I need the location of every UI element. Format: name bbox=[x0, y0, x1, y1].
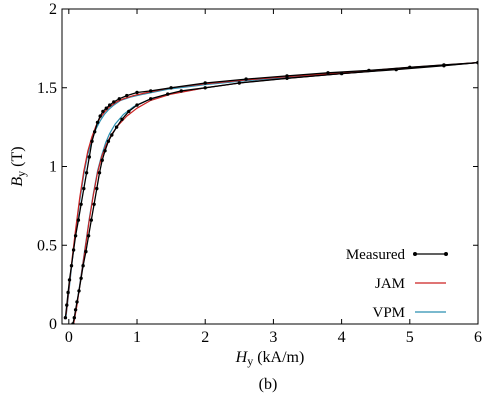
data-point-measured bbox=[285, 76, 289, 81]
legend-label-measured: Measured bbox=[346, 247, 406, 263]
data-point-measured bbox=[100, 158, 104, 162]
data-point-measured bbox=[66, 290, 70, 295]
data-point-measured bbox=[237, 81, 241, 85]
data-point-measured bbox=[120, 117, 124, 122]
y-tick-label: 0.5 bbox=[37, 237, 57, 254]
x-tick-label: 4 bbox=[338, 329, 346, 346]
x-axis-symbol: H bbox=[235, 349, 249, 366]
data-point-measured bbox=[77, 289, 81, 293]
y-axis-subscript: y bbox=[14, 171, 28, 177]
data-point-measured bbox=[95, 120, 100, 125]
series-layer bbox=[63, 60, 478, 324]
legend-marker-measured bbox=[444, 252, 448, 256]
data-point-measured bbox=[110, 133, 114, 137]
x-tick-label: 5 bbox=[406, 329, 414, 346]
data-point-measured bbox=[169, 86, 173, 90]
legend: Measured JAM VPM bbox=[346, 247, 448, 321]
x-axis-label: Hy (kA/m) bbox=[235, 349, 305, 368]
data-point-measured bbox=[394, 67, 398, 72]
data-point-measured bbox=[98, 114, 102, 118]
data-point-measured bbox=[82, 186, 86, 191]
data-point-measured bbox=[63, 316, 68, 320]
data-point-measured bbox=[84, 249, 88, 254]
data-point-measured bbox=[89, 218, 94, 222]
y-tick-label: 1 bbox=[49, 159, 57, 176]
legend-label-jam: JAM bbox=[375, 276, 405, 292]
data-point-measured bbox=[149, 97, 153, 101]
data-point-measured bbox=[90, 139, 94, 143]
figure-caption: (b) bbox=[259, 376, 278, 393]
data-point-measured bbox=[79, 202, 83, 206]
y-tick-label: 2 bbox=[49, 1, 57, 18]
data-point-measured bbox=[179, 89, 183, 93]
series-line-vpm-branch-1 bbox=[73, 62, 478, 324]
data-point-measured bbox=[95, 186, 99, 191]
y-axis-symbol: B bbox=[9, 177, 26, 187]
data-point-measured bbox=[285, 74, 289, 78]
data-point-measured bbox=[76, 218, 81, 222]
data-point-measured bbox=[135, 103, 139, 107]
data-point-measured bbox=[97, 171, 102, 175]
data-point-measured bbox=[101, 109, 105, 114]
series-line-measured-branch-0 bbox=[64, 61, 478, 318]
data-point-measured bbox=[339, 71, 344, 76]
x-tick-label: 3 bbox=[269, 329, 277, 346]
data-point-measured bbox=[117, 97, 122, 101]
series-line-measured-branch-1 bbox=[72, 61, 478, 324]
series-line-jam-branch-0 bbox=[65, 62, 478, 315]
data-point-measured bbox=[65, 303, 69, 307]
x-tick-label: 2 bbox=[201, 329, 209, 346]
data-point-measured bbox=[108, 103, 112, 107]
data-point-measured bbox=[127, 109, 131, 114]
data-point-measured bbox=[73, 308, 78, 312]
data-point-measured bbox=[203, 86, 207, 90]
x-axis-unit: (kA/m) bbox=[257, 349, 304, 366]
data-point-measured bbox=[67, 278, 72, 282]
x-axis-subscript: y bbox=[247, 354, 253, 368]
data-point-measured bbox=[72, 316, 77, 320]
y-axis-label: By (T) bbox=[9, 146, 28, 186]
data-point-measured bbox=[125, 93, 129, 98]
data-point-measured bbox=[86, 234, 91, 238]
data-point-measured bbox=[106, 139, 111, 143]
data-point-measured bbox=[69, 264, 74, 268]
data-point-measured bbox=[442, 63, 446, 68]
data-point-measured bbox=[203, 81, 207, 85]
data-point-measured bbox=[326, 71, 330, 75]
plot-frame bbox=[61, 8, 479, 325]
data-point-measured bbox=[81, 264, 85, 268]
series-line-jam-branch-1 bbox=[73, 62, 478, 324]
data-point-measured bbox=[114, 125, 119, 129]
data-point-measured bbox=[84, 171, 89, 175]
data-point-measured bbox=[92, 202, 96, 206]
data-point-measured bbox=[73, 234, 78, 238]
data-point-measured bbox=[104, 106, 109, 110]
x-tick-label: 1 bbox=[133, 329, 141, 346]
data-point-measured bbox=[79, 276, 83, 280]
data-point-measured bbox=[71, 248, 76, 252]
y-tick-label: 0 bbox=[49, 316, 57, 333]
series-line-vpm-branch-0 bbox=[65, 62, 478, 317]
data-point-measured bbox=[135, 90, 139, 95]
ticks-layer: 0 1 2 3 4 5 6 0 0.5 1 1.5 2 bbox=[37, 1, 482, 346]
data-point-measured bbox=[93, 130, 97, 134]
y-tick-label: 1.5 bbox=[37, 80, 57, 97]
data-point-measured bbox=[87, 155, 92, 159]
data-point-measured bbox=[149, 89, 153, 93]
x-tick-label: 0 bbox=[65, 329, 73, 346]
data-point-measured bbox=[166, 92, 170, 96]
data-point-measured bbox=[244, 77, 248, 81]
legend-marker-measured bbox=[413, 252, 417, 256]
data-point-measured bbox=[103, 149, 107, 153]
legend-label-vpm: VPM bbox=[372, 305, 405, 321]
data-point-measured bbox=[112, 100, 116, 104]
data-point-measured bbox=[75, 300, 79, 304]
x-tick-label: 6 bbox=[474, 329, 482, 346]
y-axis-unit: (T) bbox=[9, 146, 26, 166]
